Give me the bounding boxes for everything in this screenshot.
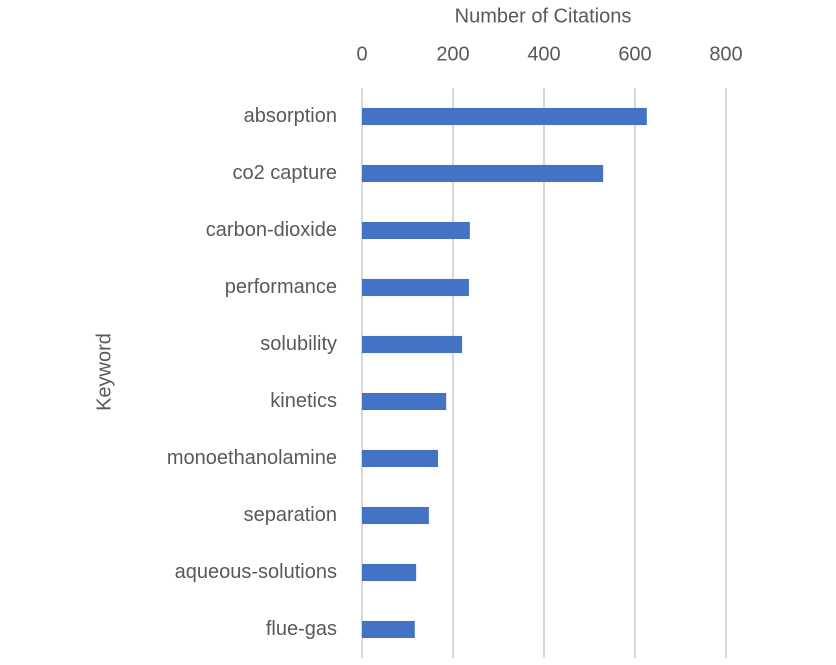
bar [362, 107, 647, 126]
y-tick-label: carbon-dioxide [206, 219, 337, 241]
y-tick-label: absorption [244, 105, 337, 127]
bar [362, 620, 415, 639]
bar [362, 164, 604, 183]
y-tick-label: co2 capture [232, 162, 337, 184]
x-tick-label: 400 [527, 43, 560, 65]
x-tick-label: 0 [356, 43, 367, 65]
x-tick-label: 600 [618, 43, 651, 65]
x-axis-title: Number of Citations [455, 5, 632, 27]
y-tick-label: performance [225, 276, 337, 298]
y-tick-label: flue-gas [266, 618, 337, 640]
bar [362, 221, 470, 240]
bar [362, 278, 469, 297]
x-tick-label: 800 [709, 43, 742, 65]
bar [362, 392, 447, 411]
y-tick-label: solubility [260, 333, 337, 355]
bar [362, 506, 429, 525]
bar [362, 563, 417, 582]
bar [362, 335, 463, 354]
y-axis-title: Keyword [93, 333, 115, 411]
y-tick-label: kinetics [270, 390, 337, 412]
y-tick-label: separation [244, 504, 337, 526]
bar [362, 449, 438, 468]
y-tick-label: aqueous-solutions [175, 561, 337, 583]
y-tick-label: monoethanolamine [167, 447, 337, 469]
x-tick-label: 200 [436, 43, 469, 65]
